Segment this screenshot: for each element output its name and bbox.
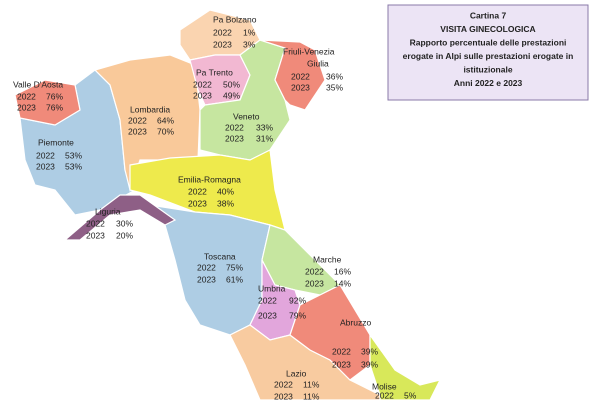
year-label: 2022 [375, 390, 394, 400]
region-name: Pa Bolzano [213, 14, 257, 24]
percent-value: 53% [65, 150, 82, 160]
percent-value: 39% [361, 359, 378, 369]
year-label: 2023 [197, 274, 216, 284]
region-name: Liguria [95, 206, 121, 216]
region-shape [369, 333, 442, 400]
percent-value: 61% [226, 274, 243, 284]
region-name: Valle D'Aosta [13, 79, 63, 89]
year-label: 2023 [213, 39, 232, 49]
year-label: 2022 [258, 295, 277, 305]
year-label: 2022 [291, 71, 310, 81]
percent-value: 11% [303, 379, 320, 389]
region-name: Giulia [307, 58, 329, 68]
percent-value: 20% [116, 230, 133, 240]
year-label: 2023 [86, 230, 105, 240]
region-shape [63, 194, 177, 241]
region-name: Abruzzo [340, 317, 371, 327]
percent-value: 31% [256, 133, 273, 143]
title-line: erogate in Alpi sulle prestazioni erogat… [403, 51, 574, 61]
percent-value: 38% [217, 198, 234, 208]
region-name: Toscana [204, 251, 236, 261]
year-label: 2023 [332, 359, 351, 369]
region-name: Marche [313, 254, 342, 264]
title-box [387, 4, 589, 101]
title-line: Rapporto percentuale delle prestazioni [410, 37, 567, 47]
year-label: 2022 [332, 346, 351, 356]
percent-value: 75% [226, 262, 243, 272]
year-label: 2023 [17, 102, 36, 112]
region-name: Lazio [286, 368, 307, 378]
year-label: 2023 [188, 198, 207, 208]
year-label: 2022 [274, 379, 293, 389]
year-label: 2023 [258, 310, 277, 320]
year-label: 2022 [213, 27, 232, 37]
year-label: 2022 [225, 122, 244, 132]
percent-value: 39% [361, 346, 378, 356]
year-label: 2022 [188, 186, 207, 196]
percent-value: 33% [256, 122, 273, 132]
percent-value: 30% [116, 218, 133, 228]
year-label: 2023 [305, 278, 324, 288]
percent-value: 50% [223, 79, 240, 89]
year-label: 2022 [197, 262, 216, 272]
title-line: istituzionale [463, 64, 512, 74]
year-label: 2022 [36, 150, 55, 160]
region-name: Pa Trento [196, 67, 233, 77]
region-shape [199, 39, 291, 161]
year-label: 2023 [128, 126, 147, 136]
region-name: Lombardia [130, 104, 170, 114]
percent-value: 1% [243, 27, 256, 37]
year-label: 2023 [225, 133, 244, 143]
region-name: Piemonte [38, 137, 74, 147]
region-name: Umbria [258, 283, 286, 293]
year-label: 2023 [274, 391, 293, 400]
percent-value: 11% [303, 391, 320, 400]
regions [14, 9, 442, 400]
percent-value: 70% [157, 126, 174, 136]
percent-value: 49% [223, 90, 240, 100]
title-line: VISITA GINECOLOGICA [440, 24, 535, 34]
region-name: Veneto [233, 111, 260, 121]
region-shape [259, 39, 326, 111]
year-label: 2023 [291, 82, 310, 92]
percent-value: 53% [65, 161, 82, 171]
percent-value: 5% [404, 390, 417, 400]
percent-value: 16% [334, 266, 351, 276]
year-label: 2022 [86, 218, 105, 228]
percent-value: 76% [46, 91, 63, 101]
region-shape [14, 79, 81, 126]
region-shape [289, 284, 371, 381]
year-label: 2022 [17, 91, 36, 101]
percent-value: 79% [289, 310, 306, 320]
percent-value: 64% [157, 115, 174, 125]
percent-value: 14% [334, 278, 351, 288]
title-line: Cartina 7 [470, 10, 507, 20]
year-label: 2022 [128, 115, 147, 125]
year-label: 2023 [36, 161, 55, 171]
labels: Cartina 7 VISITA GINECOLOGICA Rapporto per… [13, 10, 573, 400]
percent-value: 76% [46, 102, 63, 112]
percent-value: 35% [326, 82, 343, 92]
year-label: 2022 [193, 79, 212, 89]
year-label: 2022 [305, 266, 324, 276]
region-name: Emilia-Romagna [178, 174, 241, 184]
percent-value: 36% [326, 71, 343, 81]
percent-value: 3% [243, 39, 256, 49]
title-line: Anni 2022 e 2023 [454, 78, 523, 88]
percent-value: 40% [217, 186, 234, 196]
region-name: Molise [372, 381, 397, 391]
region-name: Friuli-Venezia [283, 46, 335, 56]
year-label: 2023 [193, 90, 212, 100]
percent-value: 92% [289, 295, 306, 305]
